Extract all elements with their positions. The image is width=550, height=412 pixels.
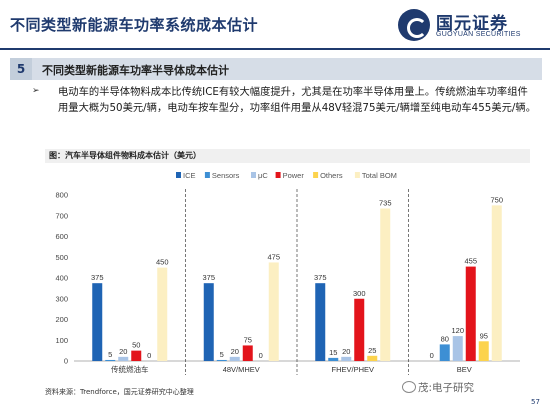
data-label: 15	[329, 348, 337, 357]
data-label: 0	[259, 351, 263, 360]
bar	[157, 267, 168, 361]
bar	[216, 359, 227, 361]
bar	[478, 341, 489, 361]
y-tick-label: 200	[55, 315, 68, 324]
logo-mark-icon	[398, 9, 430, 41]
legend-label: Power	[283, 171, 305, 180]
y-tick-label: 100	[55, 336, 68, 345]
bar	[203, 283, 214, 361]
data-label: 0	[430, 351, 434, 360]
data-label: 450	[156, 258, 169, 267]
logo-text-en: GUOYUAN SECURITIES	[436, 31, 521, 38]
x-tick-label: FHEV/PHEV	[331, 365, 374, 374]
y-tick-label: 800	[55, 191, 68, 200]
bar	[118, 356, 129, 361]
bar	[328, 357, 339, 361]
data-label: 750	[490, 195, 503, 204]
data-label: 5	[108, 350, 112, 359]
data-label: 20	[119, 347, 127, 356]
wechat-icon	[402, 381, 416, 393]
bar	[105, 359, 116, 361]
bar	[367, 355, 378, 361]
data-label: 50	[132, 341, 140, 350]
bar	[268, 262, 279, 361]
bar	[491, 205, 502, 361]
legend-swatch	[275, 172, 281, 178]
legend-swatch	[354, 172, 360, 178]
data-label: 300	[353, 289, 366, 298]
y-tick-label: 500	[55, 253, 68, 262]
x-tick-label: BEV	[457, 365, 472, 374]
bar	[452, 336, 463, 361]
legend-label: ICE	[183, 171, 196, 180]
company-logo: 国元证券 GUOYUAN SECURITIES	[398, 8, 543, 44]
legend-label: Others	[320, 171, 343, 180]
bar	[465, 266, 476, 361]
y-tick-label: 0	[64, 357, 68, 366]
bar	[131, 350, 142, 361]
figure-caption: 图：汽车半导体组件物料成本估计（美元）	[45, 149, 530, 163]
legend-label: Sensors	[212, 171, 240, 180]
bar	[242, 345, 253, 361]
bar	[229, 356, 240, 361]
data-label: 20	[231, 347, 239, 356]
bar-chart: ICE Sensors μC Power Others Total BOM01002003…	[55, 171, 520, 375]
data-label: 80	[441, 334, 449, 343]
x-tick-label: 传统燃油车	[111, 364, 149, 374]
y-tick-label: 400	[55, 274, 68, 283]
section-header: 5 不同类型新能源车功率半导体成本估计	[10, 58, 542, 80]
y-tick-label: 600	[55, 232, 68, 241]
page-number: 57	[531, 398, 540, 406]
legend-swatch	[204, 172, 210, 178]
data-label: 20	[342, 347, 350, 356]
section-title: 不同类型新能源车功率半导体成本估计	[42, 64, 229, 77]
logo-text-cn: 国元证券	[436, 14, 508, 34]
source-note: 资料来源：Trendforce，国元证券研究中心整理	[45, 388, 194, 396]
data-label: 75	[244, 335, 252, 344]
data-label: 375	[202, 273, 215, 282]
bar	[315, 283, 326, 361]
data-label: 375	[91, 273, 104, 282]
y-tick-label: 700	[55, 211, 68, 220]
bar	[380, 208, 391, 361]
header-divider	[0, 48, 550, 50]
bar	[354, 298, 365, 361]
watermark: 茂:电子研究	[418, 382, 475, 394]
legend-label: Total BOM	[362, 171, 397, 180]
legend-swatch	[251, 172, 256, 178]
data-label: 375	[314, 273, 327, 282]
data-label: 475	[267, 252, 280, 261]
bullet-arrow-icon: ➢	[32, 86, 40, 96]
body-paragraph: 电动车的半导体物料成本比传统ICE有较大幅度提升，尤其是在功率半导体用量上。传统…	[58, 86, 536, 114]
bar	[341, 356, 352, 361]
bar	[439, 344, 450, 361]
legend-label: μC	[258, 171, 268, 180]
section-number: 5	[10, 58, 32, 80]
bar	[92, 283, 103, 361]
data-label: 5	[220, 350, 224, 359]
data-label: 25	[368, 346, 376, 355]
data-label: 0	[147, 351, 151, 360]
data-label: 95	[480, 331, 488, 340]
data-label: 120	[451, 326, 464, 335]
data-label: 735	[379, 198, 392, 207]
legend-swatch	[176, 172, 181, 178]
data-label: 455	[464, 257, 477, 266]
legend-swatch	[313, 172, 319, 178]
page-title: 不同类型新能源车功率系统成本估计	[10, 16, 259, 34]
y-tick-label: 300	[55, 294, 68, 303]
x-tick-label: 48V/MHEV	[223, 365, 260, 374]
